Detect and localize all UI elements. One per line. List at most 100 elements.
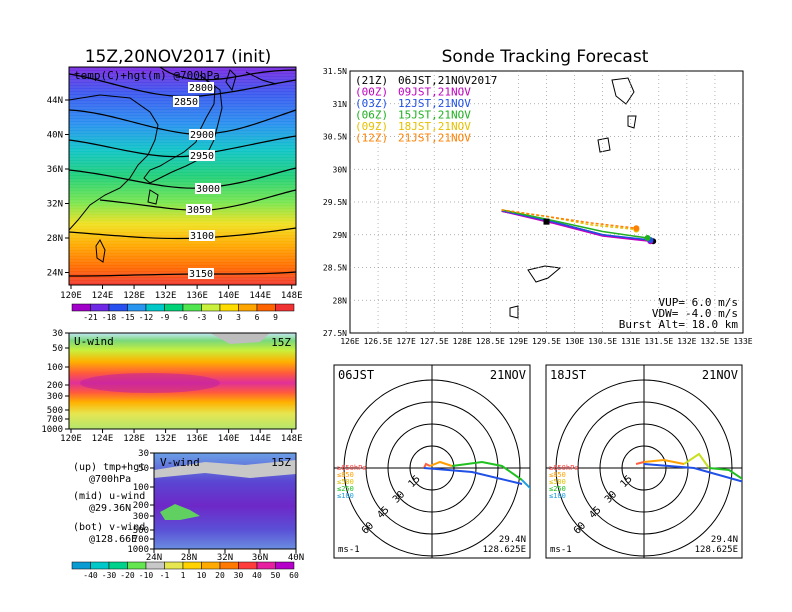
track-ticks: 126E 126.5E 127E 127.5E 128E 128.5E 129E 129.5E… (323, 67, 753, 346)
uwind-frame (68, 332, 297, 430)
temp-map-frame (68, 66, 297, 286)
lat-tick-label: 44N (47, 96, 63, 106)
x-tick-label: 126E (340, 337, 359, 346)
lon-tick-label: 128E (123, 434, 145, 444)
p-tick-label: 300 (47, 392, 63, 402)
colorbar-label: 6 (255, 313, 260, 322)
legend-label: 06JST,21NOV2017 (398, 74, 497, 87)
colorbar-cell (201, 561, 221, 570)
colorbar-cell (164, 303, 184, 312)
colorbar-label: 9 (273, 313, 278, 322)
x-tick-label: 130.5E (588, 337, 617, 346)
colorbar-cell (275, 303, 295, 312)
colorbar-cell (219, 561, 239, 570)
track-endpoint (633, 225, 640, 232)
lon-tick-label: 148E (281, 291, 303, 301)
kyushu-coastline (147, 189, 159, 205)
track-line (501, 209, 651, 241)
colorbar-cell (256, 303, 276, 312)
hodograph-segment (708, 467, 742, 480)
level-label: ≤850 (337, 471, 354, 479)
p-tick-label: 300 (133, 512, 149, 522)
level-label: ≤100 (549, 492, 566, 500)
track-line (501, 210, 651, 243)
lat-tick-label: 40N (288, 553, 304, 563)
uwind-gray-top (210, 333, 270, 344)
y-tick-label: 29.5N (323, 198, 347, 207)
level-label: ≥850hPa (549, 464, 579, 472)
legend-code: (09Z) (355, 120, 388, 133)
taiwan-coastline (95, 239, 106, 263)
vwind-gray (154, 460, 296, 478)
track-endpoint (644, 235, 651, 242)
legend-label: 12JST,21NOV (398, 97, 471, 110)
uwind-label: U-wind (74, 335, 114, 348)
colorbar-cell (219, 303, 239, 312)
y-tick-label: 27.5N (323, 329, 347, 338)
lon-tick-label: 144E (249, 434, 271, 444)
lat-tick-label: 32N (47, 200, 63, 210)
note-up: (up) tmp+hgt (73, 462, 145, 473)
polar-lat: 29.4N (499, 535, 526, 545)
p-tick-label: 100 (133, 483, 149, 493)
legend-label: 18JST,21NOV (398, 120, 471, 133)
level-label: ≤850 (549, 471, 566, 479)
colorbar-label: 3 (236, 313, 241, 322)
vwind-label: V-wind (160, 456, 200, 469)
colorbar-label: 50 (271, 571, 281, 580)
x-tick-label: 129E (509, 337, 528, 346)
colorbar-cell (127, 303, 147, 312)
island-2 (597, 137, 611, 153)
x-tick-label: 132E (677, 337, 696, 346)
hodograph-segment (521, 479, 530, 490)
hodograph-segment (635, 461, 645, 465)
p-tick-label: 200 (133, 501, 149, 511)
x-tick-label: 131E (621, 337, 640, 346)
colorbar-label: 10 (197, 571, 207, 580)
track-grid (350, 71, 743, 333)
colorbar-label: -30 (102, 571, 117, 580)
track-line (501, 209, 637, 229)
colorbar-label: -18 (102, 313, 117, 322)
y-tick-label: 29N (333, 231, 348, 240)
hodograph-segment (643, 463, 742, 483)
p-tick-label: 500 (133, 526, 149, 536)
hodograph-segment (423, 467, 523, 485)
track-vup: VUP= 6.0 m/s (659, 296, 738, 309)
contour-2850 (68, 73, 297, 98)
contour-label-3050: 3050 (187, 205, 211, 216)
y-tick-label: 28.5N (323, 264, 347, 273)
lat-tick-label: 28N (181, 553, 197, 563)
p-tick-label: 30 (138, 449, 149, 459)
y-tick-label: 30N (333, 165, 348, 174)
x-tick-label: 128.5E (476, 337, 505, 346)
y-tick-label: 28N (333, 296, 348, 305)
p-tick-label: 1000 (41, 425, 63, 435)
colorbar-cell (182, 561, 202, 570)
track-legend: (21Z) 06JST,21NOV2017 (00Z) 09JST,21NOV (03Z… (355, 74, 497, 145)
legend-label: 09JST,21NOV (398, 86, 471, 99)
legend-code: (00Z) (355, 86, 388, 99)
y-tick-label: 31.5N (323, 67, 347, 76)
polar-lon: 128.625E (695, 545, 738, 555)
colorbar-label: -20 (120, 571, 135, 580)
lon-tick-label: 144E (249, 291, 271, 301)
legend-label: 15JST,21NOV (398, 109, 471, 122)
p-tick-label: 700 (133, 535, 149, 545)
vwind-green (160, 504, 200, 520)
x-tick-label: 127.5E (420, 337, 449, 346)
wind-colorbar: -40 -30 -20 -10 -1 1 10 20 30 40 50 60 (71, 561, 299, 580)
legend-code: (21Z) (355, 74, 388, 87)
lon-tick-label: 120E (60, 434, 82, 444)
island-5 (509, 305, 519, 319)
korea-china-coastline (68, 94, 159, 231)
note-mid: (mid) u-wind (73, 491, 145, 502)
y-tick-label: 31N (333, 100, 348, 109)
lon-tick-label: 148E (281, 434, 303, 444)
colorbar-label: 1 (181, 571, 186, 580)
lon-tick-label: 128E (123, 291, 145, 301)
